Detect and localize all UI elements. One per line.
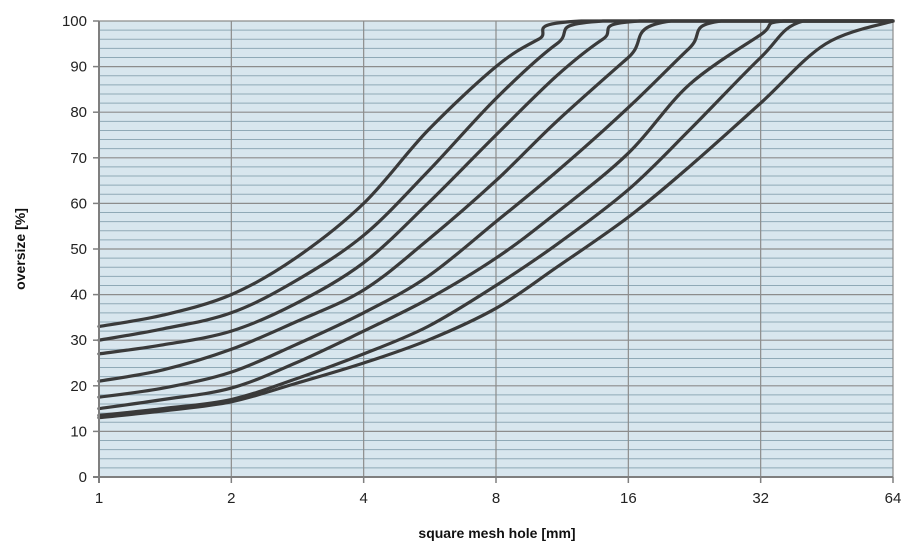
x-tick-label: 8 [492, 490, 500, 507]
y-tick-label: 30 [70, 332, 87, 349]
x-axis-title: square mesh hole [mm] [418, 525, 575, 541]
series-line-3 [97, 19, 895, 356]
y-tick-label: 10 [70, 423, 87, 440]
y-tick-label: 90 [70, 59, 87, 76]
series-lines [97, 19, 895, 420]
major-gridlines [99, 20, 894, 477]
series-line-5 [97, 19, 895, 399]
y-tick-label: 0 [79, 469, 87, 486]
y-tick-label: 60 [70, 195, 87, 212]
x-tick-label: 1 [95, 490, 103, 507]
y-tick-label: 40 [70, 287, 87, 304]
y-tick-label: 20 [70, 378, 87, 395]
series-line-4 [97, 19, 895, 383]
y-tick-label: 70 [70, 150, 87, 167]
series-line-6 [97, 19, 895, 411]
y-tick-labels: 0 10 20 30 40 50 60 70 80 90 100 [62, 13, 87, 486]
y-tick-label: 50 [70, 241, 87, 258]
series-line-8 [97, 19, 895, 420]
y-tick-label: 80 [70, 104, 87, 121]
series-line-7 [97, 19, 895, 417]
x-tick-labels: 1 2 4 8 16 32 64 [95, 490, 902, 507]
y-axis-title: oversize [%] [12, 208, 28, 290]
x-tick-label: 2 [227, 490, 235, 507]
x-tick-label: 16 [620, 490, 637, 507]
axes [93, 20, 894, 483]
x-tick-label: 32 [752, 490, 769, 507]
series-line-2 [97, 19, 895, 342]
y-tick-label: 100 [62, 13, 87, 30]
x-tick-label: 64 [885, 490, 902, 507]
x-tick-label: 4 [359, 490, 367, 507]
series-line-1 [97, 19, 895, 329]
